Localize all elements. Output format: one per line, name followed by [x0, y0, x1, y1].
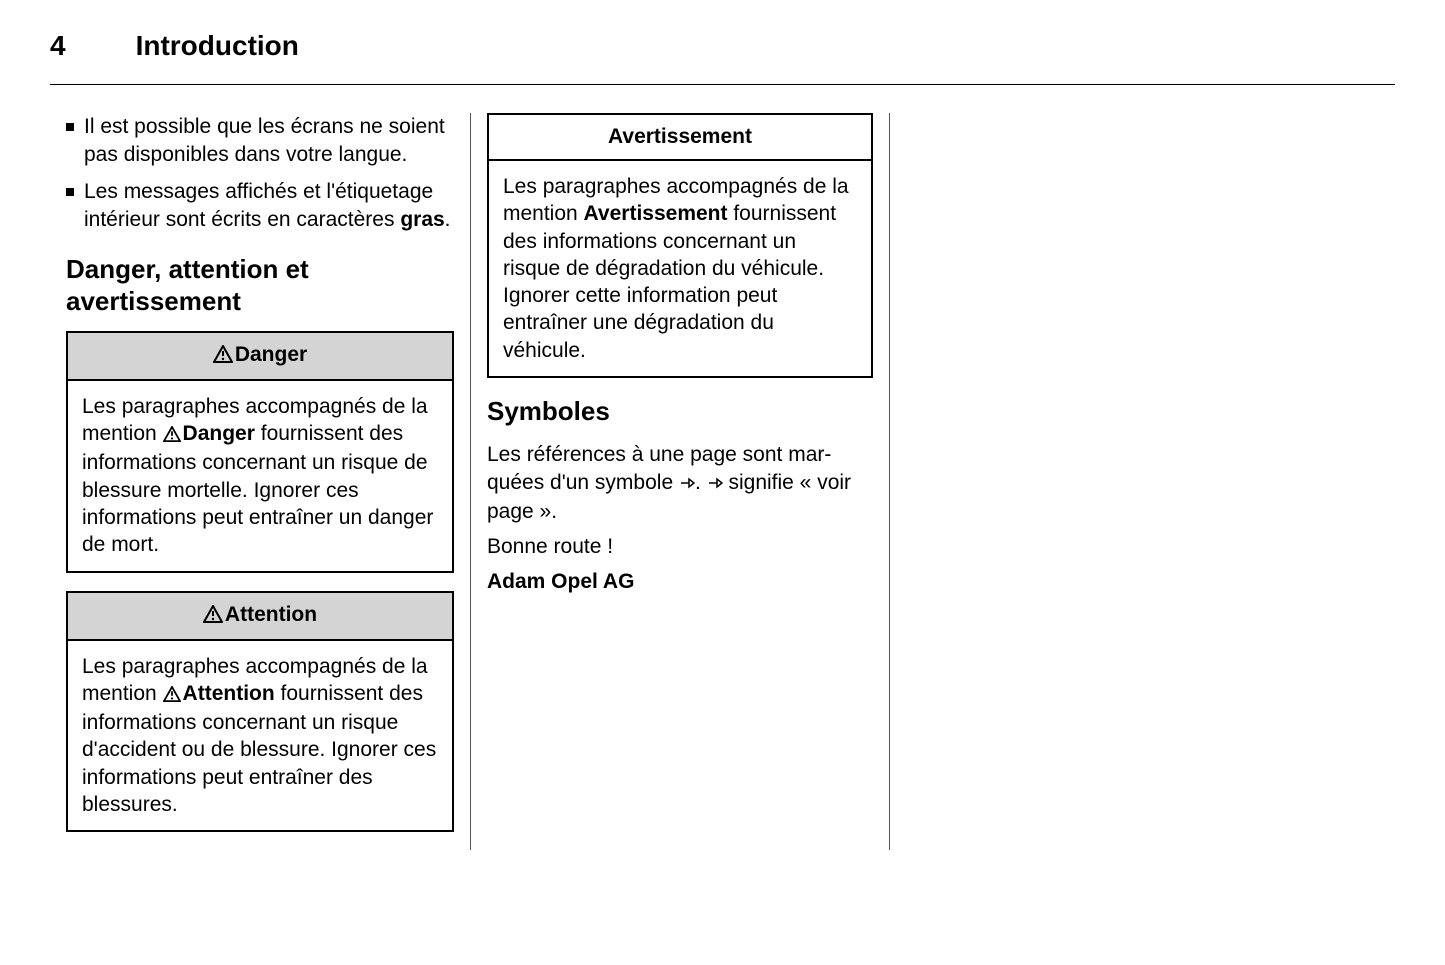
- header-divider: [50, 84, 1395, 85]
- warning-triangle-icon: [203, 605, 223, 629]
- attention-body-bold: Attention: [183, 682, 275, 705]
- section-title: Introduction: [136, 30, 299, 62]
- danger-box-header: Danger: [68, 333, 452, 381]
- bullet-text-bold: gras: [400, 208, 444, 231]
- danger-box: Danger Les paragraphes accompagnés de la…: [66, 331, 454, 573]
- attention-box-title: Attention: [225, 603, 317, 626]
- subheading-danger-attention: Danger, attention et avertissement: [66, 254, 454, 316]
- avertissement-box: Avertissement Les paragraphes accompagné…: [487, 113, 873, 378]
- page-number: 4: [50, 30, 66, 62]
- list-item: Il est possible que les écrans ne soient…: [66, 113, 454, 170]
- warning-triangle-icon: [163, 682, 181, 709]
- avertissement-box-title: Avertissement: [608, 125, 752, 148]
- avert-body-post: four­nissent des informations concer­nan…: [503, 202, 836, 361]
- attention-box: Attention Les paragraphes accompagnés de…: [66, 591, 454, 833]
- symbols-text-mid: .: [695, 471, 707, 494]
- column-1: Il est possible que les écrans ne soient…: [50, 113, 470, 850]
- danger-body-bold: Danger: [183, 422, 255, 445]
- avertissement-box-header: Avertissement: [489, 115, 871, 161]
- danger-box-body: Les paragraphes accompagnés de la mentio…: [68, 381, 452, 571]
- warning-triangle-icon: [213, 345, 233, 369]
- column-3: [890, 113, 1310, 850]
- signature-text: Adam Opel AG: [487, 568, 873, 595]
- warning-triangle-icon: [163, 422, 181, 449]
- danger-box-title: Danger: [235, 343, 307, 366]
- symbols-paragraph: Les références à une page sont mar­quées…: [487, 441, 873, 525]
- avertissement-box-body: Les paragraphes accompagnés de la mentio…: [489, 161, 871, 376]
- page-reference-arrow-icon: [707, 471, 723, 498]
- attention-box-header: Attention: [68, 593, 452, 641]
- page-header: 4 Introduction: [50, 30, 1395, 62]
- bon-route-text: Bonne route !: [487, 533, 873, 560]
- bullet-text-post: .: [445, 208, 451, 231]
- bullet-text-pre: Les messages affichés et l'étique­tage i…: [84, 180, 433, 231]
- bullet-text: Il est possible que les écrans ne soient…: [84, 115, 445, 166]
- subheading-symboles: Symboles: [487, 396, 873, 427]
- list-item: Les messages affichés et l'étique­tage i…: [66, 178, 454, 235]
- content-columns: Il est possible que les écrans ne soient…: [50, 113, 1395, 850]
- column-2: Avertissement Les paragraphes accompagné…: [470, 113, 890, 850]
- page-reference-arrow-icon: [679, 471, 695, 498]
- intro-bullet-list: Il est possible que les écrans ne soient…: [66, 113, 454, 234]
- avert-body-bold: Avertissement: [584, 202, 728, 225]
- attention-box-body: Les paragraphes accompagnés de la mentio…: [68, 641, 452, 831]
